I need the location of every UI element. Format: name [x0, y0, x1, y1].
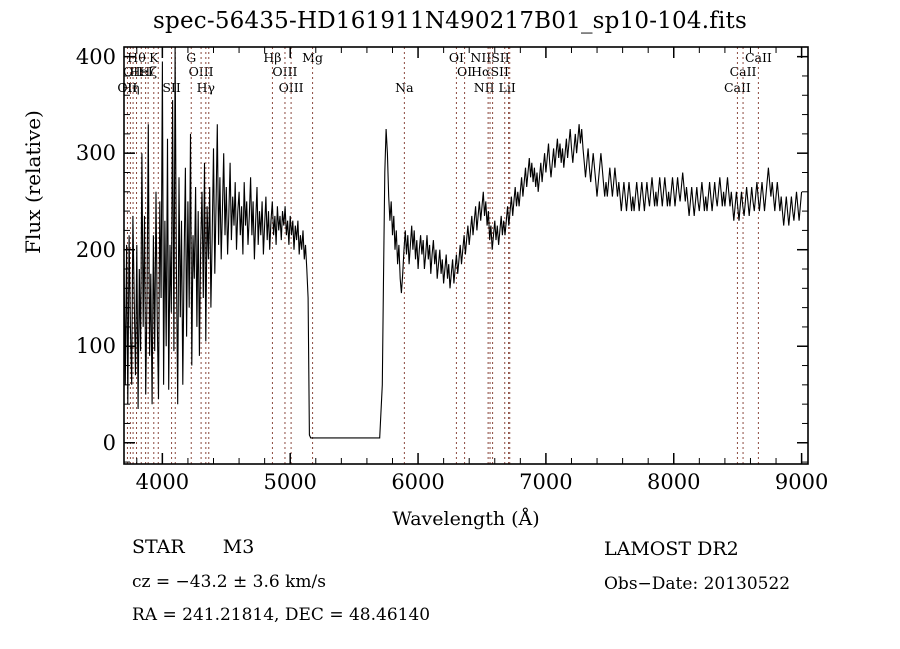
spectral-line-label: CaII [729, 64, 757, 79]
x-tick-label: 6000 [391, 470, 445, 494]
x-tick-label: 9000 [774, 470, 829, 494]
spectral-line-label: OII [123, 64, 144, 79]
x-axis-ticks [136, 47, 803, 464]
y-axis-ticks [124, 55, 808, 463]
page-title: spec-56435-HD161911N490217B01_sp10-104.f… [153, 8, 747, 34]
y-tick-label: 0 [102, 430, 116, 455]
x-tick-label: 4000 [135, 470, 190, 494]
x-tick-label: 8000 [647, 470, 701, 494]
y-tick-label: 300 [75, 141, 116, 166]
y-tick-label: 400 [75, 44, 116, 69]
x-axis-label: Wavelength (Å) [392, 508, 540, 530]
observation-date: Obs−Date: 20130522 [604, 574, 791, 594]
spectral-line-label: HαSII [471, 64, 509, 79]
spectral-class: M3 [222, 536, 255, 558]
object-type: STAR [132, 536, 185, 558]
spectral-line-label: HeI [129, 64, 153, 79]
spectral-line-label: OI [456, 64, 473, 79]
spectral-line-label: NII LiI [473, 80, 516, 95]
object-summary: STAR M3 [132, 536, 254, 558]
plot-frame [123, 46, 809, 465]
y-axis-tick-labels: 0 100 200 300 400 [0, 0, 116, 649]
y-tick-label: 200 [75, 237, 116, 262]
spectral-line-label: OIII [188, 64, 214, 79]
spectral-line-label: Hζ [139, 64, 157, 79]
redshift-value: cz = −43.2 ± 3.6 km/s [132, 572, 326, 592]
x-tick-label: 7000 [519, 470, 573, 494]
y-tick-label: 100 [75, 334, 116, 359]
survey-name: LAMOST DR2 [604, 538, 739, 560]
spectrum-trace [123, 46, 803, 439]
x-tick-label: 5000 [263, 470, 317, 494]
coordinates-value: RA = 241.21814, DEC = 48.46140 [132, 605, 431, 625]
